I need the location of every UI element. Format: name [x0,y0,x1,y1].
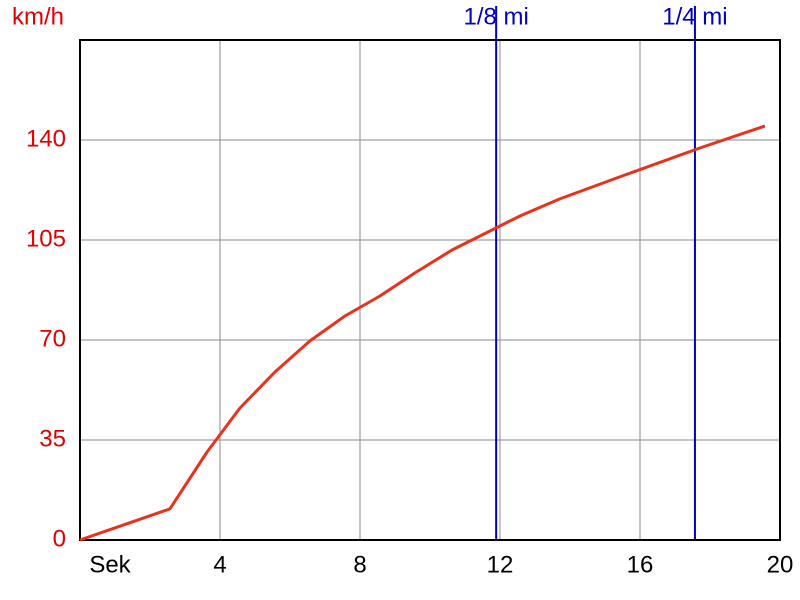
speed-line [79,124,766,542]
y-tick-label: 70 [39,325,66,352]
plot-frame [79,39,781,541]
y-tick-label: 35 [39,425,66,452]
distance-marker-label: 1/8 mi [463,3,528,30]
x-tick-label: 12 [487,551,514,578]
y-tick-label: 105 [26,225,66,252]
x-tick-label: 4 [213,551,226,578]
y-tick-label: 0 [53,525,66,552]
x-tick-label: 16 [627,551,654,578]
y-tick-label: 140 [26,125,66,152]
y-axis-label: km/h [12,3,64,30]
x-axis-label: Sek [89,551,131,578]
x-tick-label: 20 [767,551,794,578]
x-tick-label: 8 [353,551,366,578]
distance-marker-label: 1/4 mi [662,3,727,30]
